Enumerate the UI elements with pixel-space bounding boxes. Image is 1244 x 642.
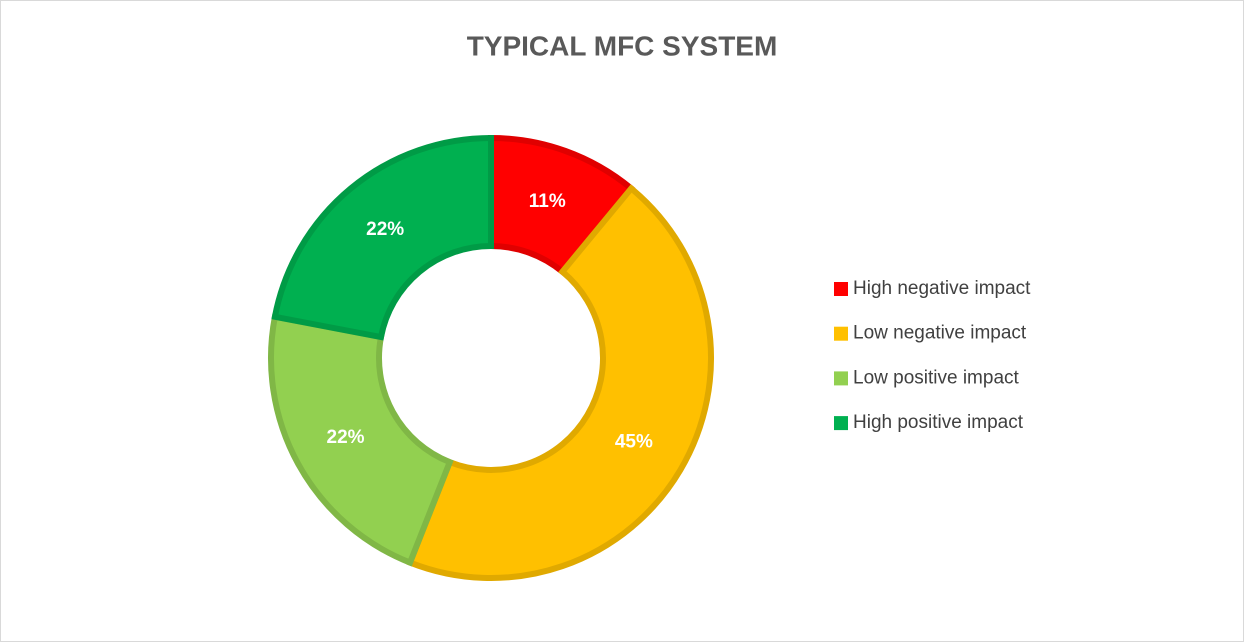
legend-swatch: [834, 282, 848, 296]
donut-slice: [268, 313, 454, 567]
legend-swatch: [834, 326, 848, 341]
data-label: 45%: [615, 432, 653, 453]
legend-label: High positive impact: [853, 412, 1024, 433]
data-label: 22%: [366, 219, 404, 240]
legend-swatch: [834, 416, 848, 431]
legend-label: High negative impact: [853, 278, 1031, 299]
data-label: 22%: [327, 427, 365, 448]
legend-swatch: [834, 371, 848, 386]
donut-slice: [271, 134, 494, 341]
legend-label: Low negative impact: [853, 323, 1027, 344]
chart-title: TYPICAL MFC SYSTEM: [467, 30, 778, 61]
donut-slice: [406, 184, 714, 581]
data-label: 11%: [529, 191, 566, 212]
legend-label: Low positive impact: [853, 367, 1020, 388]
